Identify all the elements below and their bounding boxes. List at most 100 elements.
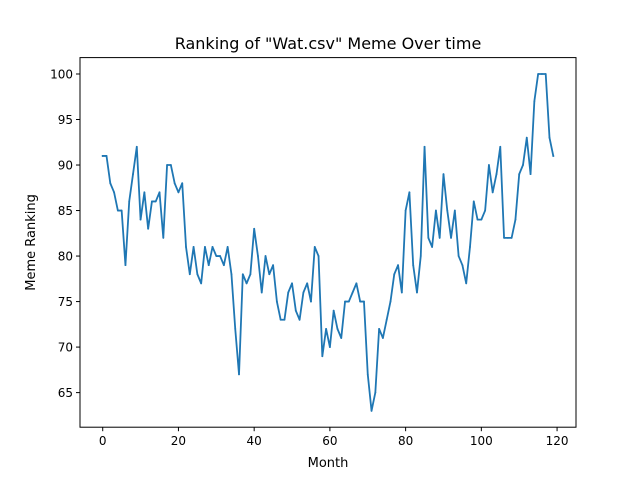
data-point bbox=[215, 255, 218, 257]
data-point bbox=[162, 236, 165, 239]
x-axis-label: Month bbox=[308, 456, 349, 471]
data-point bbox=[332, 309, 335, 312]
data-point bbox=[192, 246, 195, 248]
data-point bbox=[412, 264, 415, 267]
x-tick-label: 60 bbox=[322, 434, 337, 448]
plot-frame bbox=[79, 57, 577, 428]
data-point bbox=[461, 264, 464, 267]
data-point bbox=[495, 173, 498, 176]
data-point bbox=[313, 246, 316, 248]
data-point bbox=[253, 227, 256, 230]
data-point bbox=[544, 73, 547, 75]
data-point bbox=[185, 246, 187, 248]
data-point bbox=[245, 282, 248, 285]
data-point bbox=[533, 100, 536, 103]
data-point bbox=[105, 155, 108, 157]
data-point bbox=[101, 155, 104, 157]
data-point bbox=[518, 173, 521, 176]
data-point bbox=[249, 273, 252, 276]
data-point bbox=[287, 291, 290, 294]
data-point bbox=[204, 246, 206, 248]
data-point bbox=[234, 327, 237, 330]
data-point bbox=[310, 300, 312, 303]
data-point bbox=[397, 264, 399, 267]
data-point bbox=[173, 182, 176, 185]
data-point bbox=[257, 255, 259, 257]
data-point bbox=[404, 209, 407, 212]
x-tick-label: 20 bbox=[171, 434, 186, 448]
series-layer bbox=[101, 73, 555, 412]
data-point bbox=[272, 264, 274, 267]
data-point bbox=[408, 191, 411, 194]
data-point bbox=[503, 236, 505, 239]
data-point bbox=[344, 300, 346, 303]
data-point bbox=[491, 191, 494, 194]
x-tick-label: 0 bbox=[99, 434, 107, 448]
data-point bbox=[241, 273, 244, 276]
y-axis-label: Meme Ranking bbox=[24, 194, 39, 291]
data-point bbox=[446, 209, 449, 212]
data-point bbox=[230, 273, 233, 276]
y-tick-label: 90 bbox=[58, 159, 73, 173]
data-point bbox=[525, 136, 528, 139]
data-point bbox=[279, 318, 282, 321]
axis-ticks: 0 20 40 60 80 100 120 65 70 75 80 85 90 95 100 bbox=[50, 67, 568, 448]
data-point bbox=[382, 337, 384, 339]
data-point bbox=[151, 200, 153, 203]
data-point bbox=[548, 136, 551, 139]
data-point bbox=[522, 164, 524, 166]
data-point bbox=[457, 255, 460, 257]
data-point bbox=[438, 236, 441, 239]
data-point bbox=[302, 291, 305, 294]
data-point bbox=[188, 273, 191, 276]
data-point bbox=[226, 246, 229, 248]
y-tick-label: 80 bbox=[58, 250, 73, 264]
data-point bbox=[476, 218, 479, 221]
y-tick-label: 65 bbox=[58, 386, 73, 400]
y-tick-label: 100 bbox=[50, 67, 73, 81]
data-point bbox=[465, 282, 468, 285]
data-point bbox=[321, 355, 324, 358]
data-point bbox=[431, 246, 434, 248]
data-point bbox=[450, 236, 452, 239]
data-point bbox=[355, 282, 358, 285]
data-point bbox=[514, 218, 517, 221]
data-point bbox=[499, 145, 502, 148]
data-point bbox=[400, 291, 403, 294]
data-point bbox=[207, 264, 210, 267]
data-point bbox=[480, 218, 483, 221]
data-point bbox=[139, 218, 142, 221]
data-point bbox=[113, 191, 115, 194]
data-point bbox=[147, 227, 150, 230]
data-point bbox=[427, 236, 430, 239]
y-tick-label: 95 bbox=[58, 113, 73, 127]
y-tick-label: 70 bbox=[58, 341, 73, 355]
data-point bbox=[423, 145, 426, 148]
data-point bbox=[158, 191, 161, 194]
data-point bbox=[419, 255, 422, 257]
data-point bbox=[552, 155, 555, 157]
data-point bbox=[472, 200, 475, 203]
data-point bbox=[135, 145, 138, 148]
data-point bbox=[298, 318, 301, 321]
data-point bbox=[393, 273, 396, 276]
x-tick-label: 100 bbox=[470, 434, 493, 448]
data-point bbox=[200, 282, 203, 285]
data-point bbox=[306, 282, 309, 285]
data-point bbox=[132, 173, 134, 176]
data-point bbox=[181, 182, 184, 185]
data-point bbox=[359, 300, 362, 303]
data-point bbox=[370, 409, 373, 412]
data-point bbox=[238, 373, 240, 376]
data-point bbox=[291, 282, 293, 285]
data-point bbox=[488, 164, 490, 166]
data-point bbox=[510, 236, 513, 239]
y-tick-label: 75 bbox=[58, 295, 73, 309]
data-point bbox=[211, 246, 214, 248]
data-point bbox=[264, 255, 267, 257]
data-point bbox=[506, 236, 509, 239]
data-point bbox=[294, 309, 297, 312]
